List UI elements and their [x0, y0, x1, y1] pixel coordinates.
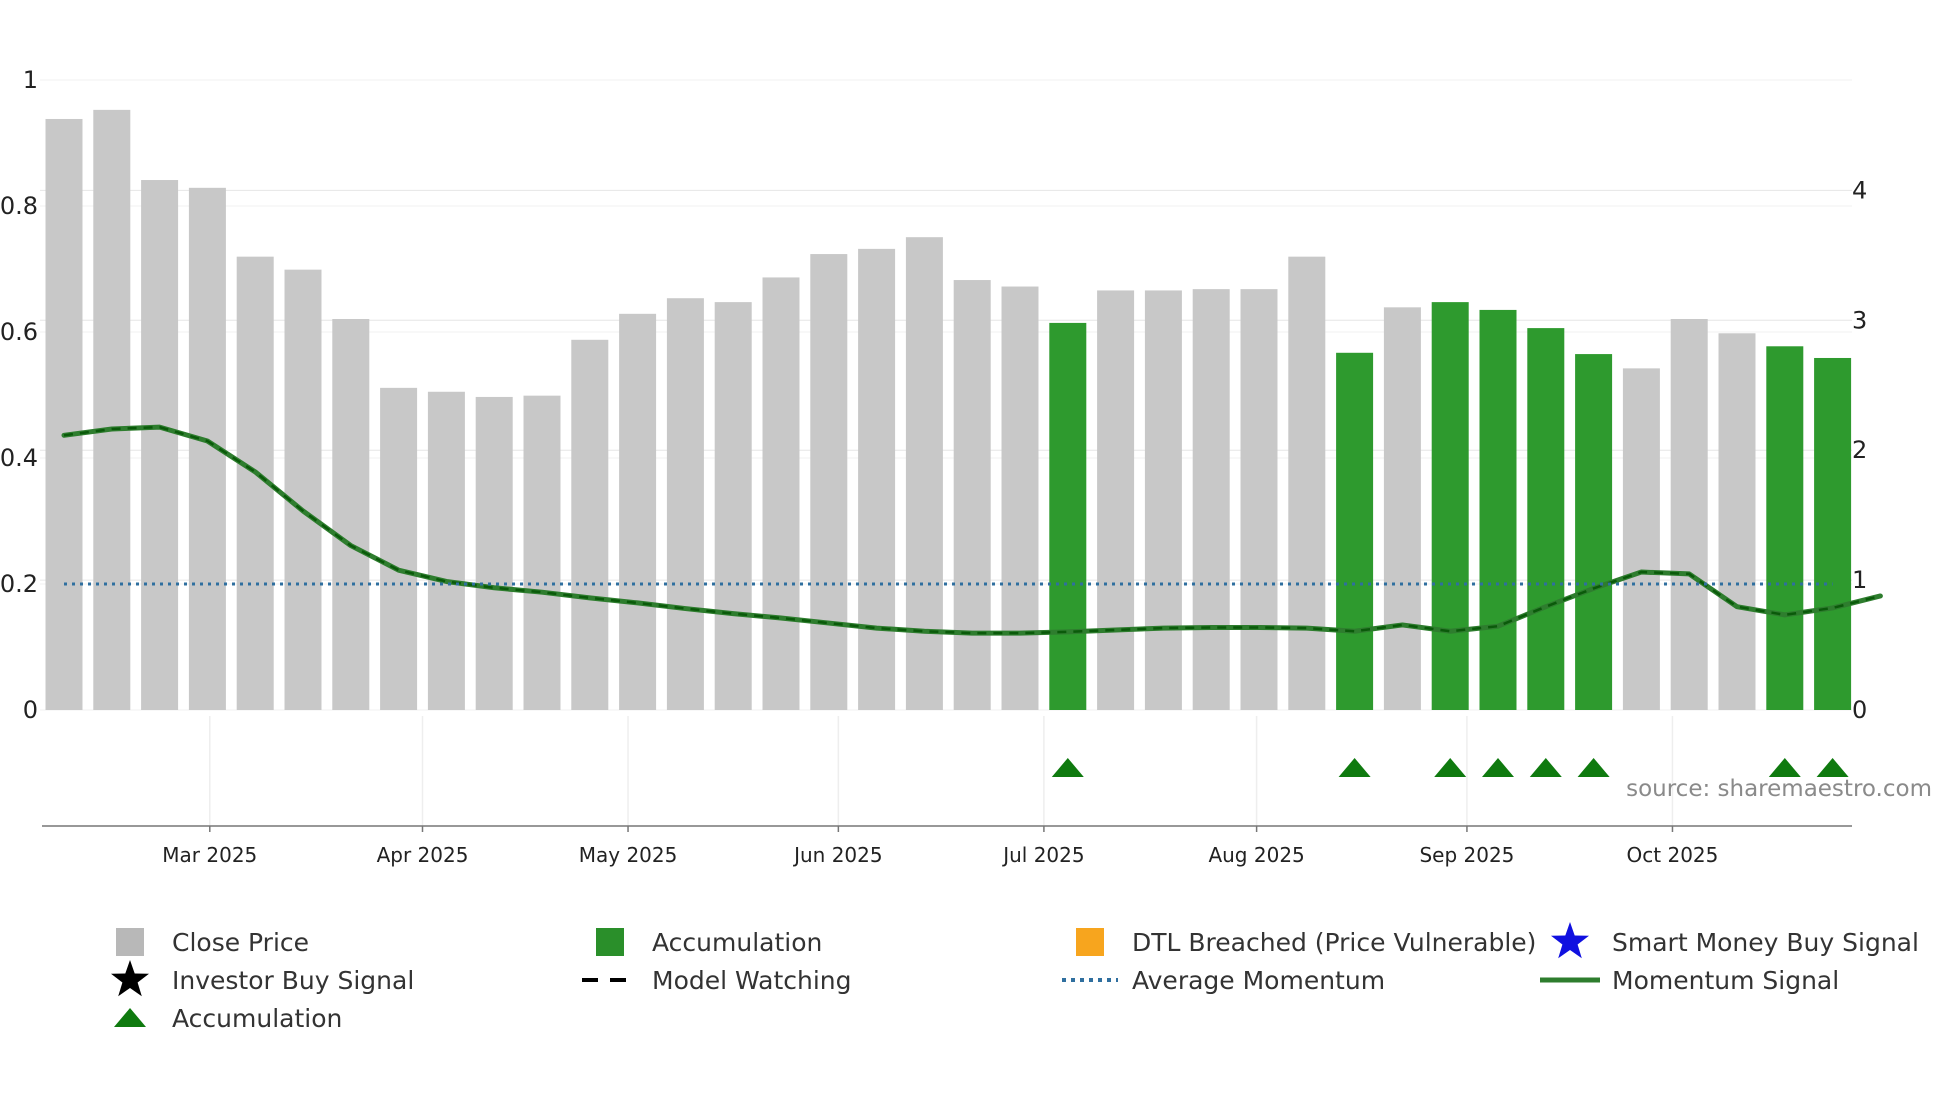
close-price-bar [953, 280, 991, 710]
legend-entry: DTL Breached (Price Vulnerable) [1076, 928, 1536, 957]
momentum-lines [61, 424, 1883, 636]
legend: Close Price Accumulation DTL Breached (Pri… [111, 922, 1919, 1033]
close-price-bar [1383, 307, 1421, 710]
close-price-bar [284, 269, 322, 710]
right-tick-label: 3 [1852, 306, 1867, 334]
close-price-bar [45, 118, 83, 711]
close-price-bar [619, 313, 657, 710]
accumulation-marker [1051, 758, 1084, 777]
accumulation-markers [1051, 758, 1849, 777]
right-tick-label: 0 [1852, 696, 1867, 724]
close-price-bar [475, 396, 513, 710]
close-price-bar [1240, 289, 1278, 710]
legend-label: Momentum Signal [1612, 966, 1839, 995]
accumulation-marker [1577, 758, 1610, 777]
legend-label: Investor Buy Signal [172, 966, 414, 995]
x-tick-label: Sep 2025 [1419, 843, 1514, 867]
accumulation-bar [1575, 354, 1613, 710]
left-tick-label: 0.8 [0, 192, 38, 220]
close-price-bar [905, 237, 943, 710]
right-tick-label: 1 [1852, 566, 1867, 594]
close-price-bar [1144, 290, 1182, 710]
x-tick-label: May 2025 [579, 843, 678, 867]
legend-entry: Close Price [116, 928, 309, 957]
legend-label: Close Price [172, 928, 309, 957]
accumulation-bar [1766, 346, 1804, 710]
legend-entry: Investor Buy Signal [111, 960, 414, 997]
close-price-bar [1718, 333, 1756, 710]
accumulation-marker [1816, 758, 1849, 777]
close-price-bar [1192, 289, 1230, 710]
close-price-bar [1288, 256, 1326, 710]
close-price-bar [332, 319, 370, 710]
legend-entry: Smart Money Buy Signal [1551, 922, 1919, 959]
close-price-bar [1670, 319, 1708, 710]
accumulation-bar [1814, 357, 1852, 710]
accumulation-marker [1482, 758, 1514, 777]
left-tick-label: 0.6 [0, 318, 38, 346]
close-price-bar [714, 302, 752, 710]
legend-label: Model Watching [652, 966, 852, 995]
legend-label: Smart Money Buy Signal [1612, 928, 1919, 957]
right-tick-label: 4 [1852, 176, 1867, 204]
accumulation-marker [1338, 758, 1371, 777]
legend-entry: Momentum Signal [1540, 966, 1839, 995]
close-price-bar [141, 180, 179, 710]
accumulation-marker [1529, 758, 1562, 777]
source-annotation: source: sharemaestro.com [1626, 776, 1932, 802]
legend-star-icon [1551, 922, 1589, 959]
accumulation-bar [1431, 302, 1469, 710]
close-price-bar [1622, 368, 1660, 710]
legend-entry: Average Momentum [1062, 966, 1385, 995]
x-tick-label: Aug 2025 [1208, 843, 1304, 867]
close-price-bar [427, 391, 465, 710]
price-bars [45, 109, 1852, 711]
legend-label: Average Momentum [1132, 966, 1385, 995]
x-tick-label: Oct 2025 [1627, 843, 1719, 867]
x-tick-label: Jun 2025 [792, 843, 883, 867]
legend-entry: Accumulation [114, 1004, 342, 1033]
close-price-bar [762, 277, 800, 710]
close-price-bar [93, 109, 131, 711]
close-price-bar [380, 387, 418, 710]
close-price-bar [523, 395, 561, 710]
legend-entry: Accumulation [596, 928, 822, 957]
x-tick-label: Apr 2025 [377, 843, 469, 867]
accumulation-bar [1479, 309, 1517, 710]
left-tick-label: 1 [23, 66, 38, 94]
close-price-bar [666, 298, 704, 710]
x-tick-label: Mar 2025 [162, 843, 257, 867]
legend-square-icon [116, 928, 144, 956]
accumulation-bar [1049, 322, 1087, 710]
close-price-bar [858, 248, 896, 711]
legend-star-icon [111, 960, 149, 997]
accumulation-marker [1768, 758, 1801, 777]
close-price-bar [1097, 290, 1135, 710]
accumulation-bar [1527, 328, 1565, 710]
close-price-bar [571, 339, 609, 710]
close-price-bar [1001, 286, 1039, 710]
legend-label: Accumulation [652, 928, 822, 957]
left-tick-label: 0 [23, 696, 38, 724]
x-axis-ticks: Mar 2025 Apr 2025 May 2025 Jun 2025 Jul 2025… [162, 826, 1718, 867]
legend-entry: Model Watching [582, 966, 852, 995]
right-tick-label: 2 [1852, 436, 1867, 464]
x-tick-label: Jul 2025 [1001, 843, 1084, 867]
legend-square-icon [1076, 928, 1104, 956]
close-price-bar [810, 254, 848, 710]
right-axis-ticks: 0 1 2 3 4 [1852, 176, 1867, 724]
model-watching-line [63, 425, 1881, 635]
accumulation-marker [1434, 758, 1467, 777]
left-axis-ticks: 0 0.2 0.4 0.6 0.8 1 [0, 66, 38, 724]
legend-label: DTL Breached (Price Vulnerable) [1132, 928, 1536, 957]
left-tick-label: 0.2 [0, 570, 38, 598]
left-tick-label: 0.4 [0, 444, 38, 472]
legend-triangle-icon [114, 1008, 146, 1027]
legend-square-icon [596, 928, 624, 956]
legend-label: Accumulation [172, 1004, 342, 1033]
accumulation-bar [1336, 352, 1374, 710]
